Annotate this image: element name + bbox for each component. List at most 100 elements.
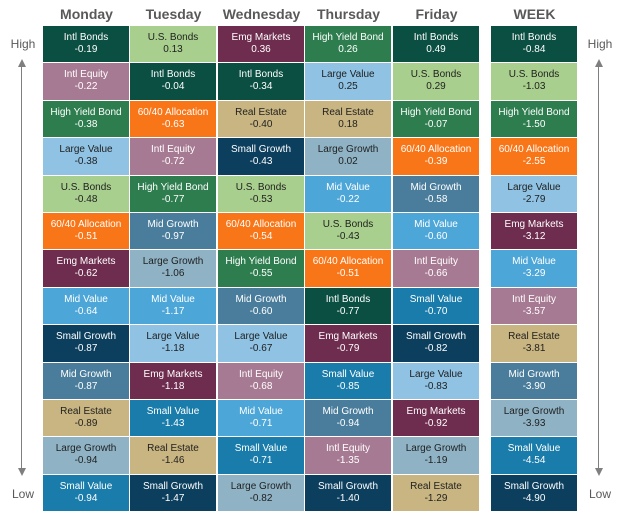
cell-asset-name: Small Value [146,406,200,417]
cell-asset-name: Emg Markets [504,219,564,230]
cell-return-value: -0.94 [74,492,98,504]
cell-asset-name: Mid Value [414,219,458,230]
cell-return-value: -0.60 [249,305,273,317]
quilt-cell: Small Value -0.70 [393,287,479,325]
column-header: WEEK [513,6,556,22]
quilt-cell: Intl Equity -0.72 [130,138,216,175]
quilt-cell: Large Growth -1.19 [393,437,479,474]
cell-asset-name: High Yield Bond [137,181,209,193]
quilt-cell: Real Estate -3.81 [491,325,577,362]
cell-return-value: -0.87 [74,343,98,355]
quilt-cell: Emg Markets -3.12 [491,213,577,250]
quilt-cell: High Yield Bond -0.77 [130,175,216,212]
cell-return-value: -3.12 [522,231,546,242]
high-label-right: High [587,37,613,51]
quilt-cell: Small Growth -0.43 [218,138,304,175]
quilt-cell: 60/40 Allocation -0.63 [130,100,216,138]
cell-asset-name: Intl Equity [64,69,108,81]
cell-return-value: -0.38 [74,156,98,168]
quilt-cell: Emg Markets -0.62 [43,250,129,287]
cell-asset-name: Mid Value [64,293,108,305]
cell-return-value: -1.46 [161,455,185,467]
cell-return-value: -0.39 [424,156,448,168]
quilt-cell: Small Value -0.71 [218,437,304,474]
cell-asset-name: Mid Value [512,256,556,268]
quilt-cell: Mid Growth -3.90 [491,362,577,399]
cell-asset-name: Real Estate [322,106,374,118]
quilt-cell: Mid Value -1.17 [130,287,216,325]
cell-asset-name: 60/40 Allocation [400,144,472,156]
cell-asset-name: Mid Growth [235,293,287,305]
cell-asset-name: Real Estate [410,480,462,492]
cell-asset-name: Large Value [409,368,463,380]
cell-return-value: -1.29 [424,492,448,504]
cell-return-value: -0.97 [161,231,185,242]
cell-asset-name: Small Growth [317,480,378,492]
quilt-cell: Intl Bonds -0.77 [305,287,391,325]
quilt-cell: Small Growth -0.82 [393,325,479,362]
quilt-cell: Emg Markets -0.79 [305,325,391,362]
quilt-cell: Mid Growth -0.94 [305,400,391,437]
quilt-cell: Mid Growth -0.60 [218,287,304,325]
cell-asset-name: Large Growth [405,443,467,455]
cell-asset-name: Large Growth [503,406,565,417]
cell-return-value: -0.53 [249,193,273,205]
quilt-cell: Emg Markets -0.92 [393,400,479,437]
cell-return-value: -1.18 [161,343,185,355]
cell-asset-name: Real Estate [508,331,560,343]
quilt-cell: 60/40 Allocation -2.55 [491,138,577,175]
cell-return-value: -0.71 [249,455,273,467]
cell-return-value: -3.29 [522,268,546,280]
cell-asset-name: Large Value [321,69,375,81]
cell-asset-name: Mid Growth [410,181,462,193]
quilt-cell: U.S. Bonds -0.48 [43,175,129,212]
cell-return-value: -1.50 [522,118,546,130]
cell-asset-name: Small Growth [405,331,466,343]
cell-asset-name: U.S. Bonds [235,181,287,193]
cell-return-value: -3.93 [522,418,546,429]
quilt-cell: High Yield Bond -1.50 [491,100,577,138]
quilt-cell: Small Value -4.54 [491,437,577,474]
quilt-cell: Large Value -0.67 [218,325,304,362]
cell-asset-name: High Yield Bond [312,32,384,43]
cell-asset-name: Emg Markets [56,256,116,268]
column-header: Wednesday [222,6,301,22]
cell-asset-name: 60/40 Allocation [225,219,297,230]
quilt-cell: Small Growth -1.40 [305,474,391,512]
cell-asset-name: 60/40 Allocation [498,144,570,156]
cell-asset-name: Large Value [234,331,288,343]
quilt-cell: Intl Equity -3.57 [491,287,577,325]
cell-return-value: 0.49 [426,44,446,55]
cell-asset-name: Small Value [409,293,463,305]
cell-return-value: -0.22 [74,81,98,93]
cell-asset-name: Mid Growth [60,368,112,380]
cell-asset-name: Large Value [146,331,200,343]
cell-asset-name: U.S. Bonds [147,32,199,43]
cell-asset-name: Mid Growth [322,406,374,417]
quilt-cell: Mid Value -0.22 [305,175,391,212]
column-header: Friday [415,6,458,22]
quilt-cell: Large Value -0.38 [43,138,129,175]
arrow-up-right-icon [595,59,603,67]
cell-return-value: -0.43 [249,156,273,168]
cell-asset-name: Large Growth [55,443,117,455]
axis-line-right [598,66,599,468]
cell-return-value: -0.19 [74,44,98,55]
cell-asset-name: Emg Markets [231,32,291,43]
low-label-left: Low [11,487,34,501]
cell-asset-name: Small Value [234,443,288,455]
cell-asset-name: Mid Growth [147,219,199,230]
cell-asset-name: Emg Markets [143,368,203,380]
cell-return-value: -0.85 [336,380,360,392]
quilt-cell: Small Growth -4.90 [491,474,577,512]
cell-asset-name: Large Value [59,144,113,156]
cell-return-value: -1.35 [336,455,360,467]
cell-asset-name: Emg Markets [406,406,466,417]
cell-asset-name: Emg Markets [318,331,378,343]
cell-return-value: -0.79 [336,343,360,355]
low-label-right: Low [588,487,611,501]
quilt-cell: Large Value 0.25 [305,63,391,100]
cell-return-value: -0.38 [74,118,98,130]
quilt-cell: U.S. Bonds -1.03 [491,63,577,100]
quilt-cell: U.S. Bonds 0.13 [130,26,216,63]
